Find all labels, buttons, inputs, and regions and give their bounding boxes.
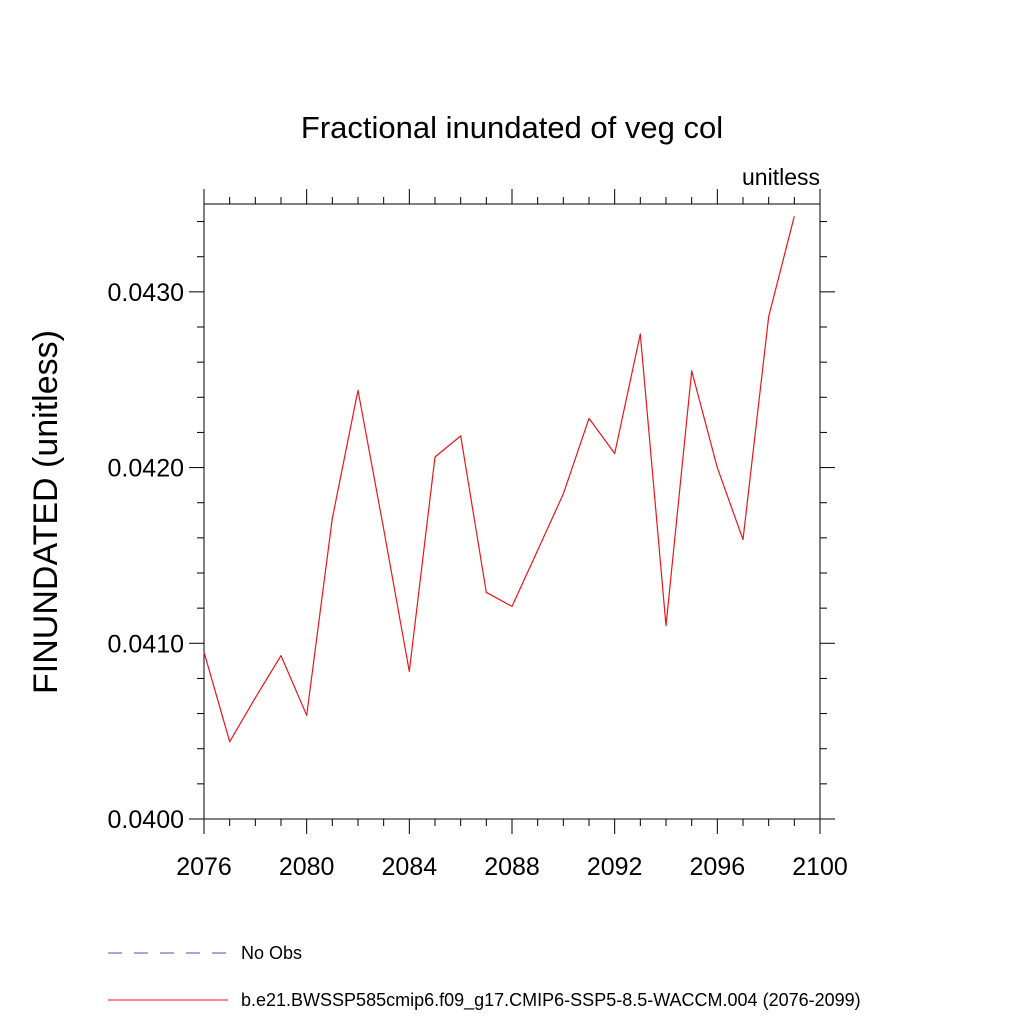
y-tick-labels: 0.0400 0.0410 0.0420 0.0430 xyxy=(108,279,184,834)
x-tick-label: 2100 xyxy=(792,853,848,881)
x-tick-labels: 2076 2080 2084 2088 2092 2096 2100 xyxy=(176,853,848,881)
plot-frame xyxy=(203,203,821,820)
legend: No Obs b.e21.BWSSP585cmip6.f09_g17.CMIP6… xyxy=(108,943,861,1011)
y-tick-label: 0.0410 xyxy=(108,630,184,658)
x-tick-label: 2088 xyxy=(484,853,540,881)
y-tick-label: 0.0400 xyxy=(108,806,184,834)
y-tick-label: 0.0430 xyxy=(108,279,184,307)
x-tick-label: 2076 xyxy=(176,853,232,881)
x-tick-label: 2096 xyxy=(690,853,746,881)
x-tick-label: 2080 xyxy=(279,853,335,881)
x-tick-label: 2084 xyxy=(382,853,438,881)
series-line xyxy=(203,216,795,743)
x-tick-label: 2092 xyxy=(587,853,643,881)
legend-label-no-obs: No Obs xyxy=(241,943,302,963)
legend-label-model-run: b.e21.BWSSP585cmip6.f09_g17.CMIP6-SSP5-8… xyxy=(241,990,861,1011)
y-tick-label: 0.0420 xyxy=(108,455,184,483)
chart-title: Fractional inundated of veg col xyxy=(301,110,723,145)
axis-ticks xyxy=(189,189,835,834)
series-layer xyxy=(203,216,795,743)
units-label: unitless xyxy=(742,164,820,190)
y-axis-label: FINUNDATED (unitless) xyxy=(27,330,65,694)
